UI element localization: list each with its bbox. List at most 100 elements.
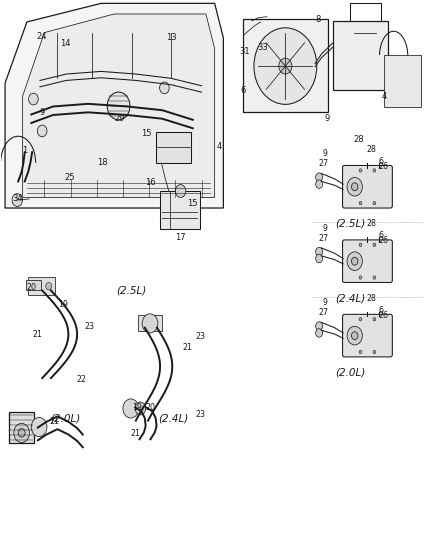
Text: 26: 26 bbox=[378, 311, 388, 320]
FancyBboxPatch shape bbox=[343, 240, 392, 282]
Circle shape bbox=[31, 417, 47, 437]
Text: 20: 20 bbox=[145, 403, 155, 412]
Bar bbox=[28, 277, 55, 295]
Circle shape bbox=[159, 82, 169, 94]
Text: 21: 21 bbox=[183, 343, 193, 352]
Text: 15: 15 bbox=[141, 129, 152, 138]
Text: 23: 23 bbox=[85, 321, 94, 330]
FancyBboxPatch shape bbox=[343, 314, 392, 357]
Circle shape bbox=[123, 399, 139, 418]
Circle shape bbox=[351, 257, 358, 265]
Circle shape bbox=[373, 318, 376, 321]
Text: 27: 27 bbox=[319, 234, 329, 243]
Text: (2.5L): (2.5L) bbox=[335, 219, 365, 229]
Text: 33: 33 bbox=[257, 43, 268, 52]
Text: 6: 6 bbox=[378, 157, 383, 166]
Text: 28: 28 bbox=[366, 145, 376, 154]
Text: 34: 34 bbox=[12, 194, 23, 203]
Text: 27: 27 bbox=[319, 159, 329, 168]
Text: 6: 6 bbox=[378, 305, 383, 314]
Circle shape bbox=[135, 402, 146, 415]
Polygon shape bbox=[5, 3, 223, 208]
Circle shape bbox=[316, 329, 323, 337]
Circle shape bbox=[359, 318, 362, 321]
Bar bbox=[9, 412, 34, 443]
Bar bbox=[243, 19, 328, 112]
Circle shape bbox=[347, 252, 362, 270]
Circle shape bbox=[316, 247, 323, 256]
Circle shape bbox=[254, 28, 317, 104]
Text: 23: 23 bbox=[196, 332, 206, 341]
Circle shape bbox=[37, 125, 47, 137]
Circle shape bbox=[359, 276, 362, 279]
Circle shape bbox=[373, 276, 376, 279]
Text: 9: 9 bbox=[325, 114, 330, 123]
Text: 24: 24 bbox=[36, 33, 46, 42]
Text: 19: 19 bbox=[58, 300, 67, 309]
Text: 31: 31 bbox=[239, 47, 250, 55]
Text: 9: 9 bbox=[39, 108, 45, 117]
Text: 21: 21 bbox=[49, 417, 59, 426]
Text: 8: 8 bbox=[315, 15, 320, 24]
Text: (2.0L): (2.0L) bbox=[50, 413, 81, 423]
Text: 9: 9 bbox=[322, 298, 327, 307]
Circle shape bbox=[359, 201, 362, 205]
Circle shape bbox=[316, 180, 323, 188]
Circle shape bbox=[373, 201, 376, 205]
Circle shape bbox=[18, 429, 25, 437]
Text: 4: 4 bbox=[216, 142, 222, 151]
Circle shape bbox=[351, 183, 358, 191]
Text: 15: 15 bbox=[187, 199, 197, 208]
Bar bbox=[160, 191, 200, 229]
Bar bbox=[384, 55, 421, 107]
Text: 26: 26 bbox=[378, 237, 388, 246]
Circle shape bbox=[359, 169, 362, 172]
Text: 28: 28 bbox=[366, 220, 376, 229]
Text: 21: 21 bbox=[33, 330, 43, 339]
Text: 14: 14 bbox=[60, 39, 71, 48]
Text: 20: 20 bbox=[26, 283, 36, 292]
Text: 9: 9 bbox=[322, 224, 327, 233]
Text: 25: 25 bbox=[64, 173, 75, 182]
FancyBboxPatch shape bbox=[343, 165, 392, 208]
Text: 18: 18 bbox=[97, 158, 107, 167]
Circle shape bbox=[373, 350, 376, 353]
Bar bbox=[26, 280, 41, 290]
Circle shape bbox=[107, 92, 130, 120]
Circle shape bbox=[32, 282, 38, 290]
Text: (2.5L): (2.5L) bbox=[117, 286, 147, 295]
Text: 29: 29 bbox=[114, 114, 125, 123]
Text: 28: 28 bbox=[353, 135, 364, 144]
Circle shape bbox=[347, 326, 362, 345]
Circle shape bbox=[279, 58, 292, 74]
Text: (2.0L): (2.0L) bbox=[335, 368, 365, 378]
Bar bbox=[155, 132, 191, 163]
Text: (2.4L): (2.4L) bbox=[158, 413, 188, 423]
Circle shape bbox=[316, 254, 323, 263]
Text: 4: 4 bbox=[381, 92, 387, 101]
Circle shape bbox=[359, 243, 362, 247]
Text: (2.4L): (2.4L) bbox=[335, 293, 365, 303]
Text: 22: 22 bbox=[77, 375, 86, 384]
Text: 16: 16 bbox=[145, 178, 155, 187]
Bar bbox=[138, 316, 162, 332]
Text: 28: 28 bbox=[366, 294, 376, 303]
Text: 13: 13 bbox=[166, 34, 176, 43]
Circle shape bbox=[373, 243, 376, 247]
Circle shape bbox=[347, 177, 362, 196]
Polygon shape bbox=[22, 14, 215, 197]
Circle shape bbox=[316, 322, 323, 330]
Text: 23: 23 bbox=[196, 410, 206, 419]
Text: 9: 9 bbox=[322, 149, 327, 158]
Circle shape bbox=[351, 332, 358, 340]
Text: 17: 17 bbox=[175, 233, 186, 242]
Text: 6: 6 bbox=[240, 85, 246, 94]
Text: 6: 6 bbox=[378, 231, 383, 240]
Text: 19: 19 bbox=[132, 403, 142, 412]
Bar bbox=[333, 21, 388, 90]
Circle shape bbox=[28, 93, 38, 105]
Circle shape bbox=[12, 193, 22, 206]
Text: 27: 27 bbox=[319, 308, 329, 317]
Circle shape bbox=[46, 282, 52, 290]
Text: 21: 21 bbox=[130, 430, 140, 439]
